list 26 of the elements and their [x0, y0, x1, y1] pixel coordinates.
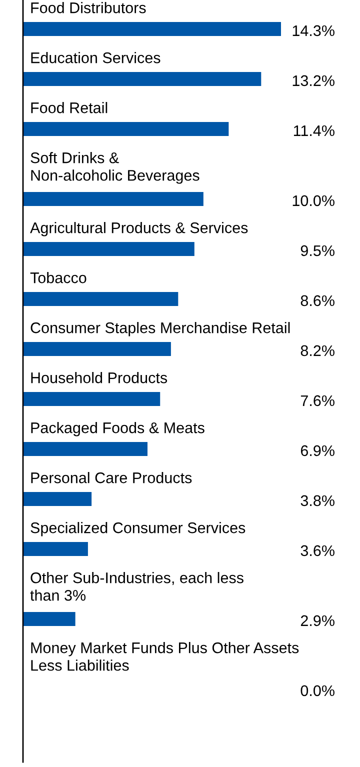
data-label: 2.9% [300, 615, 334, 626]
y-tick-label: Specialized Consumer Services [30, 522, 246, 536]
y-tick-label: Household Products [31, 372, 168, 384]
data-label: 13.2% [292, 75, 334, 86]
y-tick-label: Packaged Foods & Meats [31, 422, 204, 436]
y-tick-label: Other Sub-Industries, each less than 3% [30, 572, 244, 601]
data-label: 7.6% [300, 395, 334, 406]
data-label: 3.8% [300, 495, 334, 506]
data-label: 0.0% [300, 685, 334, 696]
y-tick-label: Tobacco [30, 272, 86, 284]
data-label: 8.6% [300, 295, 334, 306]
y-tick-label: Food Distributors [31, 2, 146, 14]
data-label: 3.6% [300, 545, 334, 556]
data-label: 9.5% [300, 245, 334, 256]
y-tick-label: Personal Care Products [31, 472, 192, 484]
y-tick-label: Soft Drinks & Non-alcoholic Beverages [30, 152, 200, 184]
data-label: 6.9% [300, 445, 334, 456]
data-label: 11.4% [294, 125, 334, 136]
data-label: 8.2% [300, 345, 334, 356]
y-tick-label: Consumer Staples Merchandise Retail [30, 322, 290, 336]
y-tick-label: Food Retail [31, 102, 108, 114]
data-label: 14.3% [292, 25, 334, 36]
y-tick-label: Education Services [31, 52, 160, 64]
data-label: 10.0% [292, 195, 334, 206]
y-tick-label: Money Market Funds Plus Other Assets Less Liabilities [31, 642, 299, 671]
y-tick-label: Agricultural Products & Services [30, 222, 248, 236]
